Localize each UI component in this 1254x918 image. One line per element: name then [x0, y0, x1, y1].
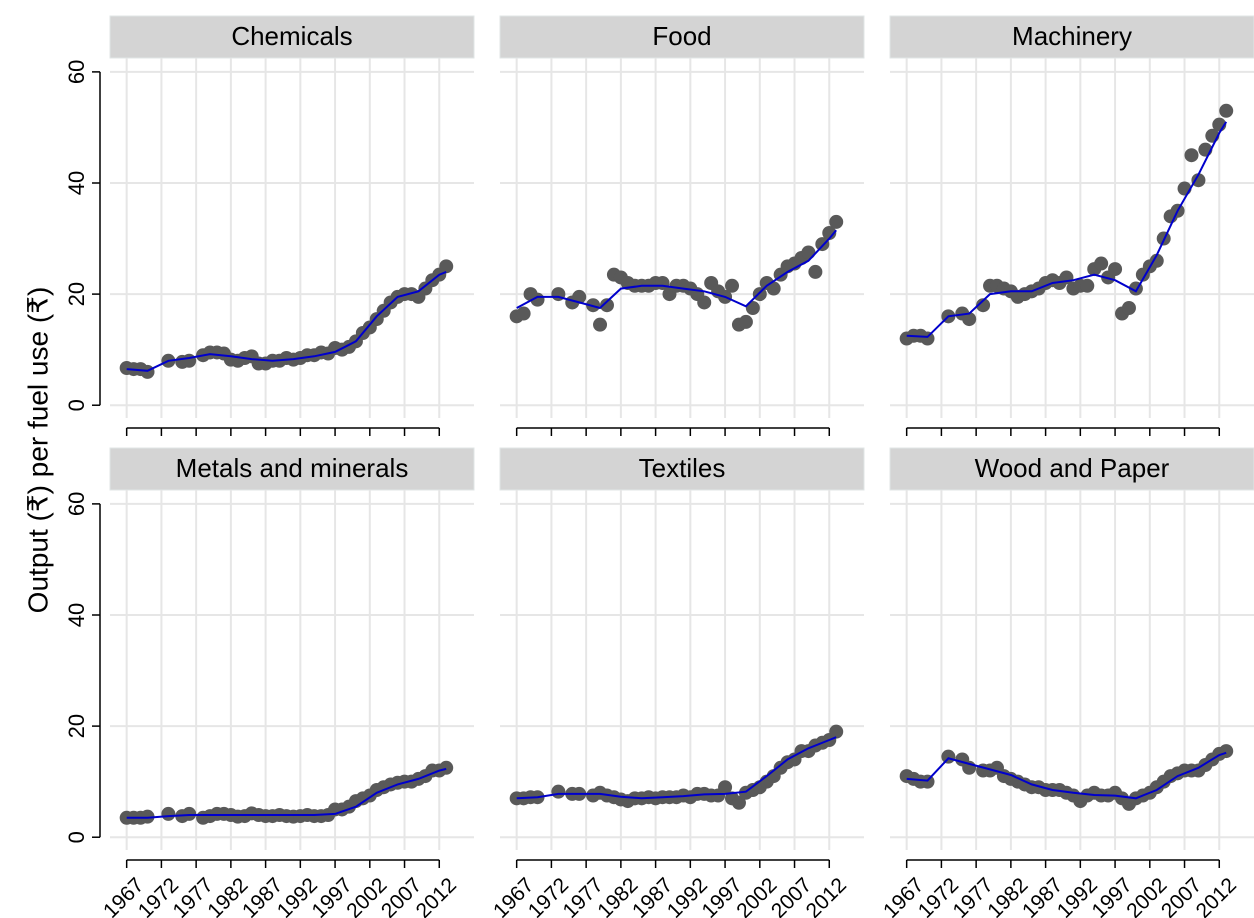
point: [801, 245, 816, 260]
point: [920, 331, 935, 346]
point: [1080, 278, 1095, 293]
point: [1108, 262, 1123, 277]
point: [182, 353, 197, 368]
point: [439, 259, 454, 274]
point: [1121, 301, 1136, 315]
strip: [109, 15, 475, 59]
panel-title: Machinery: [1012, 21, 1132, 51]
y-tick-label: 40: [64, 603, 89, 627]
smooth-line: [516, 736, 837, 800]
panel-title: Chemicals: [231, 21, 352, 51]
point: [829, 214, 844, 229]
point: [815, 237, 830, 252]
point: [1219, 103, 1234, 118]
point: [725, 278, 740, 293]
panel-title: Wood and Paper: [975, 453, 1170, 483]
y-axis-label: Output (₹) per fuel use (₹): [22, 287, 53, 614]
panel: Textiles19671972197719821987199219972002…: [489, 447, 865, 918]
panel-title: Metals and minerals: [176, 453, 409, 483]
smooth-line: [126, 767, 447, 819]
y-tick-label: 20: [64, 714, 89, 738]
point: [1184, 148, 1199, 163]
panel: Chemicals 0 20 40 60: [64, 15, 475, 436]
point: [766, 281, 781, 296]
y-tick-label: 20: [64, 282, 89, 306]
panel-title: Textiles: [639, 453, 726, 483]
point: [822, 226, 837, 240]
point: [962, 312, 977, 327]
panel: Wood and Paper19671972197719821987199219…: [879, 447, 1254, 918]
y-tick-label: 60: [64, 492, 89, 516]
point: [439, 760, 454, 775]
point: [572, 289, 587, 304]
strip: [499, 15, 865, 59]
point: [738, 314, 753, 329]
point: [516, 306, 531, 321]
point: [808, 264, 823, 279]
panel: Metals and minerals020406019671972197719…: [64, 447, 475, 918]
point: [731, 795, 746, 810]
point: [140, 364, 155, 379]
panel: Food: [499, 15, 865, 436]
strip: [889, 447, 1254, 491]
point: [697, 295, 712, 310]
point: [1149, 253, 1164, 268]
point: [941, 749, 956, 764]
point: [593, 317, 608, 332]
smooth-line: [906, 751, 1227, 800]
strip: [499, 447, 865, 491]
point: [745, 301, 760, 315]
point: [829, 724, 844, 739]
point: [752, 287, 767, 302]
point: [1191, 173, 1206, 188]
point: [182, 806, 197, 821]
panel-title: Food: [652, 21, 711, 51]
panel: Machinery: [889, 15, 1254, 436]
y-tick-label: 40: [64, 171, 89, 195]
point: [1219, 744, 1234, 759]
y-tick-label: 0: [64, 399, 89, 411]
point: [976, 298, 991, 313]
point: [599, 298, 614, 313]
strip: [889, 15, 1254, 59]
strip: [109, 447, 475, 491]
point: [551, 784, 566, 799]
point: [1094, 256, 1109, 271]
point: [161, 806, 176, 821]
smooth-line: [906, 121, 1228, 338]
point: [718, 780, 733, 795]
point: [140, 809, 155, 824]
y-tick-label: 60: [64, 60, 89, 84]
y-tick-label: 0: [64, 831, 89, 843]
smooth-line: [516, 229, 837, 310]
smooth-line: [126, 270, 447, 372]
